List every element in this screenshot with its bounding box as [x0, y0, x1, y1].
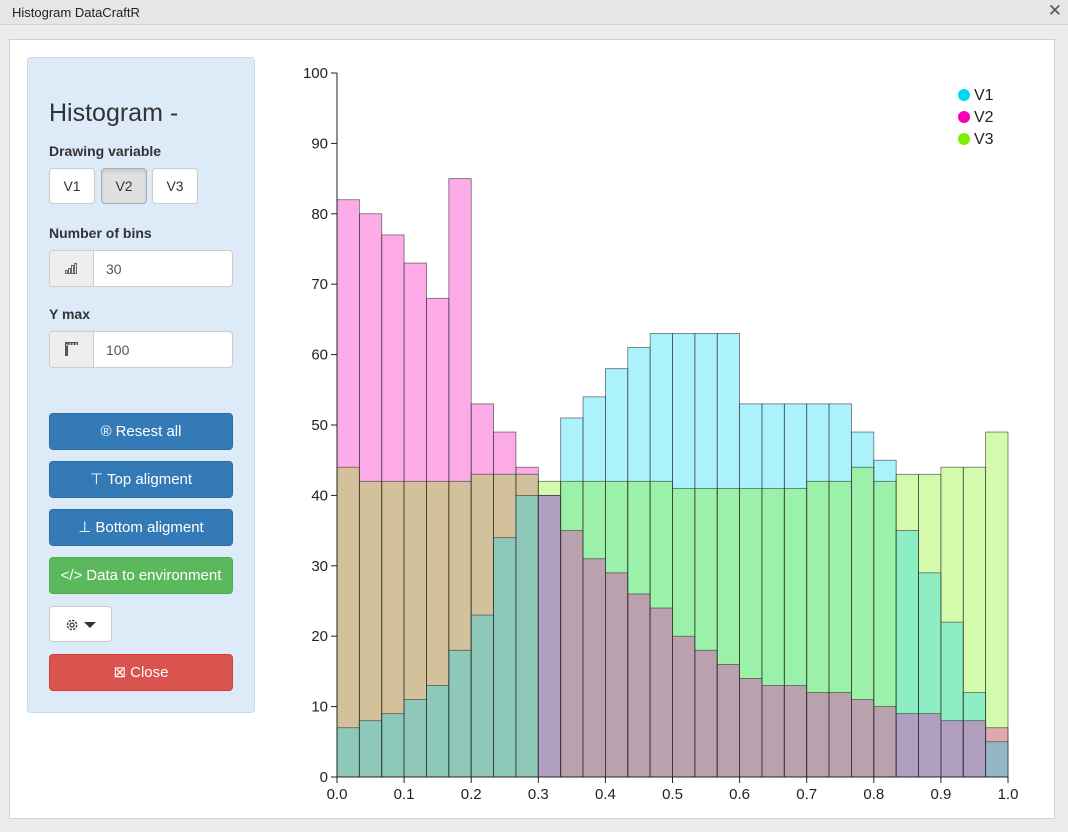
x-tick-label: 0.7	[796, 786, 817, 803]
y-tick-label: 60	[311, 347, 328, 364]
histogram-bar-v1-5	[449, 650, 471, 777]
histogram-bar-v2-27	[941, 721, 963, 777]
histogram-bar-v2-26	[919, 714, 941, 777]
histogram-bar-v2-15	[673, 636, 695, 777]
y-tick-label: 30	[311, 558, 328, 575]
histogram-bar-v2-17	[717, 664, 739, 777]
x-tick-label: 1.0	[998, 786, 1019, 803]
histogram-bar-v2-19	[762, 685, 784, 777]
window-titlebar: Histogram DataCraftR ✕	[0, 0, 1068, 25]
histogram-bar-v1-2	[382, 714, 404, 777]
x-tick-label: 0.1	[394, 786, 415, 803]
histogram-bar-v2-18	[740, 678, 762, 777]
histogram-bar-v2-20	[784, 685, 806, 777]
histogram-bar-v1-29	[986, 742, 1008, 777]
x-tick-label: 0.2	[461, 786, 482, 803]
legend-label-v1: V1	[974, 87, 994, 104]
histogram-bar-v1-3	[404, 700, 426, 777]
x-tick-label: 0.3	[528, 786, 549, 803]
y-tick-label: 40	[311, 487, 328, 504]
histogram-bar-v2-24	[874, 707, 896, 777]
window-title: Histogram DataCraftR	[12, 5, 140, 20]
main-panel: Histogram - Drawing variable V1 V2 V3 Nu…	[9, 39, 1055, 819]
y-tick-label: 90	[311, 135, 328, 152]
x-tick-label: 0.4	[595, 786, 616, 803]
histogram-bar-v2-16	[695, 650, 717, 777]
x-tick-label: 0.0	[327, 786, 348, 803]
legend-marker-v2	[958, 111, 970, 123]
histogram-bar-v1-7	[494, 538, 516, 777]
x-tick-label: 0.5	[662, 786, 683, 803]
y-tick-label: 10	[311, 699, 328, 716]
histogram-bar-v2-21	[807, 693, 829, 777]
histogram-bar-v2-10	[561, 531, 583, 777]
window-close-icon[interactable]: ✕	[1048, 1, 1062, 21]
x-tick-label: 0.8	[863, 786, 884, 803]
histogram-bar-v3-29	[986, 432, 1008, 777]
histogram-bar-v2-22	[829, 693, 851, 777]
histogram-bar-v1-4	[426, 685, 448, 777]
histogram-chart: 0.0 0.1 0.2 0.3 0.4 0.5 0.6 0.7 0.8 0.9 1.0 0 10 20 30…	[10, 40, 1054, 818]
x-tick-label: 0.6	[729, 786, 750, 803]
y-tick-label: 80	[311, 206, 328, 223]
histogram-bar-v2-28	[963, 721, 985, 777]
legend-marker-v3	[958, 133, 970, 145]
y-tick-label: 50	[311, 417, 328, 434]
x-tick-label: 0.9	[930, 786, 951, 803]
legend-label-v3: V3	[974, 131, 994, 148]
histogram-bar-v2-14	[650, 608, 672, 777]
histogram-bar-v2-13	[628, 594, 650, 777]
histogram-bar-v2-12	[605, 573, 627, 777]
histogram-bar-v1-8	[516, 495, 538, 777]
y-tick-label: 100	[303, 65, 328, 82]
legend-marker-v1	[958, 89, 970, 101]
histogram-bar-v1-0	[337, 728, 359, 777]
y-tick-label: 20	[311, 628, 328, 645]
legend-label-v2: V2	[974, 109, 994, 126]
histogram-bar-v2-23	[851, 700, 873, 777]
y-tick-label: 70	[311, 276, 328, 293]
histogram-bar-v2-9	[538, 495, 560, 777]
histogram-bar-v2-25	[896, 714, 918, 777]
histogram-bar-v1-1	[359, 721, 381, 777]
y-tick-label: 0	[320, 769, 328, 786]
histogram-bar-v2-11	[583, 559, 605, 777]
histogram-bar-v1-6	[471, 615, 493, 777]
